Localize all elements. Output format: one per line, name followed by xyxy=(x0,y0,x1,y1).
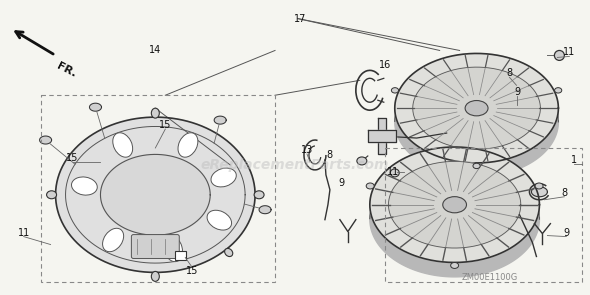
Text: 11: 11 xyxy=(18,228,30,237)
Polygon shape xyxy=(378,118,386,154)
Ellipse shape xyxy=(152,108,159,118)
Ellipse shape xyxy=(357,157,367,165)
Polygon shape xyxy=(55,117,255,272)
Polygon shape xyxy=(413,67,540,149)
Ellipse shape xyxy=(465,101,488,116)
Ellipse shape xyxy=(47,191,57,199)
Polygon shape xyxy=(395,67,558,177)
Text: 8: 8 xyxy=(506,68,513,78)
Text: 14: 14 xyxy=(149,45,162,55)
Ellipse shape xyxy=(366,183,374,189)
Ellipse shape xyxy=(555,88,562,93)
Text: 17: 17 xyxy=(294,14,306,24)
Ellipse shape xyxy=(152,271,159,281)
Ellipse shape xyxy=(535,183,543,189)
Ellipse shape xyxy=(207,210,232,230)
Bar xyxy=(41,95,275,282)
FancyBboxPatch shape xyxy=(132,235,179,258)
Text: 16: 16 xyxy=(379,60,391,71)
Ellipse shape xyxy=(164,236,182,262)
Polygon shape xyxy=(395,53,558,163)
Text: FR.: FR. xyxy=(55,60,78,79)
Ellipse shape xyxy=(211,168,236,187)
Ellipse shape xyxy=(442,197,467,213)
Polygon shape xyxy=(368,130,396,142)
Ellipse shape xyxy=(178,133,198,157)
Text: 15: 15 xyxy=(186,266,198,276)
Polygon shape xyxy=(259,206,271,214)
Text: 9: 9 xyxy=(339,178,345,188)
Text: 13: 13 xyxy=(301,145,313,155)
Text: ZM00E1100G: ZM00E1100G xyxy=(461,273,517,282)
Text: 11: 11 xyxy=(386,167,399,177)
Ellipse shape xyxy=(451,263,458,268)
Ellipse shape xyxy=(103,228,124,252)
Ellipse shape xyxy=(113,133,133,157)
Polygon shape xyxy=(370,147,539,263)
Ellipse shape xyxy=(473,163,480,169)
Ellipse shape xyxy=(254,191,264,199)
Ellipse shape xyxy=(225,248,233,257)
FancyBboxPatch shape xyxy=(175,251,186,260)
Polygon shape xyxy=(214,116,226,124)
Ellipse shape xyxy=(555,50,565,60)
Text: 9: 9 xyxy=(514,87,520,97)
Polygon shape xyxy=(90,103,101,111)
Text: 1: 1 xyxy=(571,155,578,165)
Ellipse shape xyxy=(391,88,399,93)
Ellipse shape xyxy=(390,169,399,177)
Text: 15: 15 xyxy=(66,153,78,163)
Polygon shape xyxy=(100,154,210,235)
Text: 15: 15 xyxy=(159,120,172,130)
Text: eReplacementParts.com: eReplacementParts.com xyxy=(201,158,389,172)
Polygon shape xyxy=(388,161,521,248)
Text: 9: 9 xyxy=(563,228,569,237)
Text: 8: 8 xyxy=(327,150,333,160)
Ellipse shape xyxy=(71,177,97,195)
Polygon shape xyxy=(532,187,548,197)
Text: 8: 8 xyxy=(561,188,568,198)
Bar xyxy=(385,148,582,282)
Text: 11: 11 xyxy=(563,47,575,58)
Polygon shape xyxy=(40,136,51,144)
Polygon shape xyxy=(370,161,539,277)
